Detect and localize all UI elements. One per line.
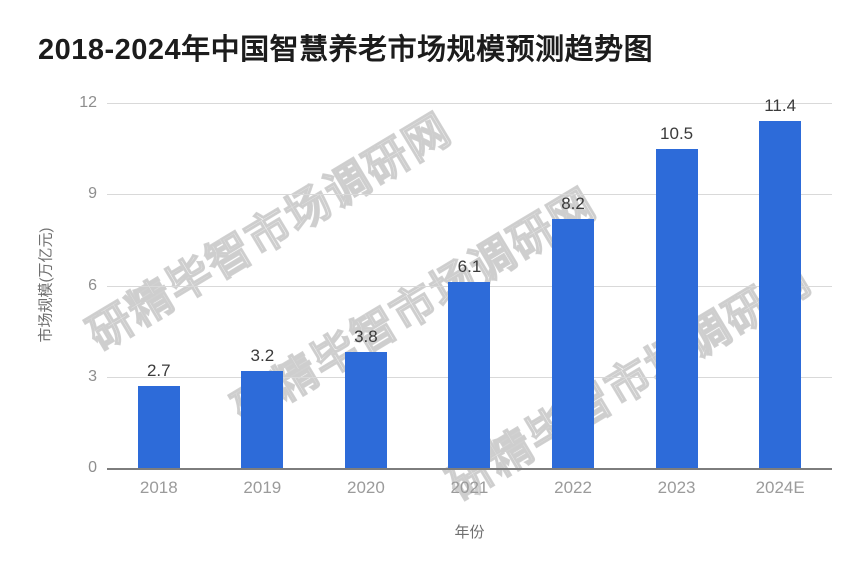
bar-2020: 3.8 <box>344 327 387 468</box>
bar-value-label-2019: 3.2 <box>250 345 275 365</box>
bar-slot-2019: 3.2 <box>211 103 314 468</box>
x-label-2021: 2021 <box>450 478 489 497</box>
x-label-2018: 2018 <box>139 478 178 497</box>
gridline-12 <box>107 103 832 104</box>
bar-value-label-2018: 2.7 <box>146 360 171 380</box>
x-label-2024E: 2024E <box>755 478 805 497</box>
bar-2019: 3.2 <box>241 346 284 468</box>
y-tick-label-3: 3 <box>88 367 97 385</box>
y-tick-label-6: 6 <box>88 276 97 294</box>
y-tick-label-0: 0 <box>88 459 97 476</box>
bar-2018: 2.7 <box>137 361 180 468</box>
x-axis-labels: 2018 2019 2020 2021 2022 2023 2024E <box>107 478 832 498</box>
bar-value-label-2024E: 11.4 <box>764 96 797 116</box>
gridline-9 <box>107 194 832 196</box>
x-label-2022: 2022 <box>554 478 592 497</box>
bar-slot-2018: 2.7 <box>107 103 210 468</box>
bar-slot-2022: 8.2 <box>522 103 625 468</box>
x-axis-title: 年份 <box>454 524 485 541</box>
bar-2023: 10.5 <box>655 124 698 468</box>
bar-value-label-2022: 8.2 <box>561 193 585 213</box>
bar-value-label-2020: 3.8 <box>354 327 378 347</box>
y-tick-label-12: 12 <box>79 94 97 111</box>
bar-slot-2023: 10.5 <box>625 103 728 468</box>
x-label-2020: 2020 <box>346 478 385 497</box>
bar-2022: 8.2 <box>552 194 595 468</box>
x-label-2019: 2019 <box>243 478 282 497</box>
bar-value-label-2021: 6.1 <box>457 257 482 277</box>
bar-value-label-2023: 10.5 <box>660 123 694 143</box>
bar-slot-2024E: 11.4 <box>729 96 832 468</box>
bar-2024E: 11.4 <box>759 96 802 468</box>
y-tick-label-9: 9 <box>88 185 97 203</box>
bar-2021: 6.1 <box>448 257 491 468</box>
bar-slot-2021: 6.1 <box>418 103 521 468</box>
chart-title: 2018-2024年中国智慧养老市场规模预测趋势图 <box>38 34 654 66</box>
bar-slot-2020: 3.8 <box>314 103 417 468</box>
y-axis-ticks: 0 3 6 9 12 <box>52 94 97 476</box>
x-label-2023: 2023 <box>657 478 696 497</box>
plot-area: 2.7 3.2 3.8 6.1 8.2 10.5 11.4 <box>107 96 832 470</box>
